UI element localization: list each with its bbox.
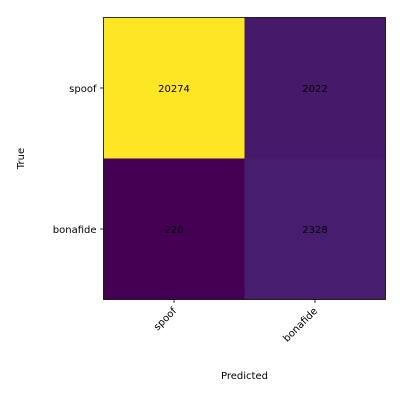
heatmap-cells	[103, 17, 386, 300]
y-tick-label-spoof: spoof	[69, 84, 97, 95]
plot-frame	[103, 17, 386, 300]
heatmap-cell-bonafide-spoof	[103, 158, 245, 300]
heatmap-cell-spoof-bonafide	[244, 17, 386, 159]
x-axis-title: Predicted	[221, 371, 268, 382]
cell-value-bonafide-bonafide: 2328	[302, 225, 327, 236]
heatmap-cell-spoof-spoof	[103, 17, 245, 159]
cell-value-bonafide-spoof: 220	[164, 225, 183, 236]
heatmap-cell-bonafide-bonafide	[244, 158, 386, 300]
x-tick-label-bonafide: bonafide	[281, 306, 320, 345]
y-tick-label-bonafide: bonafide	[53, 225, 97, 236]
cell-value-labels: 20274 2022 220 2328	[158, 84, 328, 236]
cell-value-spoof-spoof: 20274	[158, 84, 190, 95]
cell-value-spoof-bonafide: 2022	[302, 84, 327, 95]
x-tick-label-spoof: spoof	[152, 306, 179, 333]
y-axis-title: True	[16, 148, 27, 170]
